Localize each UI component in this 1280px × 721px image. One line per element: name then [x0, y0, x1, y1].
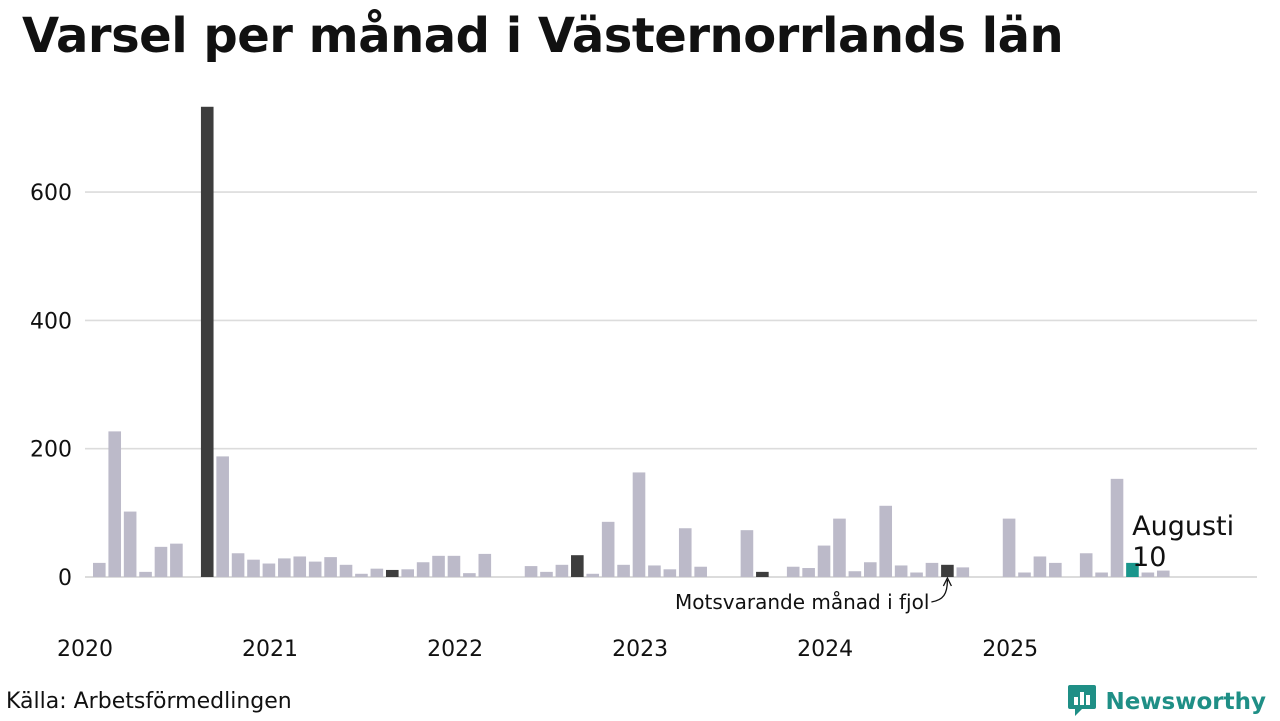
- bar: [370, 568, 384, 577]
- bar: [1049, 562, 1062, 577]
- bar: [385, 569, 399, 577]
- bar: [925, 562, 939, 577]
- x-tick-label: 2020: [57, 637, 113, 662]
- bar: [571, 555, 584, 577]
- bar: [324, 557, 337, 577]
- bar: [663, 569, 677, 577]
- y-tick-label: 600: [30, 181, 72, 206]
- gridlines: [85, 191, 1257, 578]
- brand[interactable]: Newsworthy: [1067, 684, 1266, 720]
- bar: [678, 528, 692, 577]
- bar: [941, 564, 954, 577]
- bars: [93, 106, 1170, 577]
- bar: [231, 553, 245, 577]
- bar: [401, 569, 414, 577]
- previous-year-label: Motsvarande månad i fjol: [675, 590, 929, 614]
- bar: [1079, 553, 1093, 577]
- x-tick-label: 2024: [797, 637, 853, 662]
- bar: [555, 564, 569, 577]
- bar: [524, 566, 538, 577]
- x-axis-ticks: 2020 2021 2022 2023 2024 2025: [57, 637, 1038, 662]
- bar: [864, 562, 877, 577]
- source-note: Källa: Arbetsförmedlingen: [6, 689, 292, 714]
- bar: [586, 573, 600, 577]
- bar: [894, 565, 908, 577]
- x-tick-label: 2021: [242, 637, 298, 662]
- bar: [293, 556, 307, 577]
- bar: [617, 564, 630, 577]
- bar: [108, 431, 122, 577]
- bar: [93, 562, 106, 577]
- chart-title: Varsel per månad i Västernorrlands län: [22, 8, 1064, 64]
- bar: [1110, 478, 1124, 577]
- x-tick-label: 2022: [427, 637, 483, 662]
- bar: [216, 456, 229, 577]
- bar: [1002, 518, 1016, 577]
- bar: [601, 521, 615, 577]
- bar: [139, 571, 152, 577]
- bar: [540, 571, 553, 577]
- bar: [1126, 562, 1139, 577]
- brand-name: Newsworthy: [1105, 689, 1266, 715]
- bar: [786, 566, 800, 577]
- bar: [1033, 556, 1047, 577]
- bar: [694, 566, 707, 577]
- bar: [910, 572, 923, 577]
- bar: [1018, 572, 1031, 577]
- bar: [262, 563, 276, 577]
- bar: [648, 565, 661, 577]
- bar: [848, 571, 862, 577]
- bar: [956, 567, 970, 577]
- y-axis-ticks: 0 200 400 600: [30, 181, 72, 591]
- bar: [247, 559, 260, 577]
- annotation-arrow: [931, 579, 949, 603]
- bar: [632, 472, 646, 577]
- bar: [170, 543, 183, 577]
- bar: [200, 106, 214, 577]
- current-month-label: Augusti: [1132, 511, 1234, 542]
- bar: [740, 530, 754, 577]
- bar: [879, 505, 893, 577]
- arrowhead: [942, 576, 952, 587]
- bar: [817, 545, 831, 577]
- y-tick-label: 200: [30, 438, 72, 463]
- bar: [447, 555, 461, 577]
- bar: [339, 564, 353, 577]
- y-tick-label: 400: [30, 309, 72, 334]
- bar: [1095, 572, 1108, 577]
- bar: [802, 568, 815, 577]
- bar: [308, 561, 322, 577]
- bar: [478, 553, 492, 577]
- bar: [278, 558, 291, 577]
- bar: [416, 562, 430, 577]
- bar: [833, 518, 846, 577]
- current-month-value: 10: [1132, 542, 1166, 573]
- bar-chart: 0 200 400 600 2020 2021 2022 2023 2024 2025 Augu…: [30, 106, 1257, 662]
- x-tick-label: 2023: [612, 637, 668, 662]
- bar: [463, 573, 476, 577]
- bar: [355, 573, 368, 577]
- bar: [1156, 570, 1170, 577]
- bar: [1141, 572, 1155, 577]
- y-tick-label: 0: [58, 566, 72, 591]
- x-tick-label: 2025: [982, 637, 1038, 662]
- bar: [154, 546, 168, 577]
- newsworthy-logo-icon: [1067, 683, 1097, 721]
- bar: [123, 511, 137, 577]
- bar: [432, 555, 445, 577]
- bar: [756, 571, 769, 577]
